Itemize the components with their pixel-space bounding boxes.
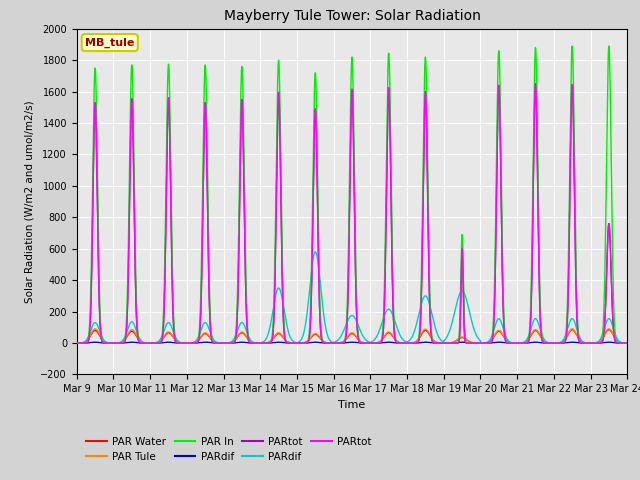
Legend: PAR Water, PAR Tule, PAR In, PARdif, PARtot, PARdif, PARtot: PAR Water, PAR Tule, PAR In, PARdif, PAR… — [82, 432, 376, 466]
X-axis label: Time: Time — [339, 400, 365, 409]
Text: MB_tule: MB_tule — [85, 37, 134, 48]
Title: Mayberry Tule Tower: Solar Radiation: Mayberry Tule Tower: Solar Radiation — [223, 10, 481, 24]
Y-axis label: Solar Radiation (W/m2 and umol/m2/s): Solar Radiation (W/m2 and umol/m2/s) — [25, 100, 35, 303]
